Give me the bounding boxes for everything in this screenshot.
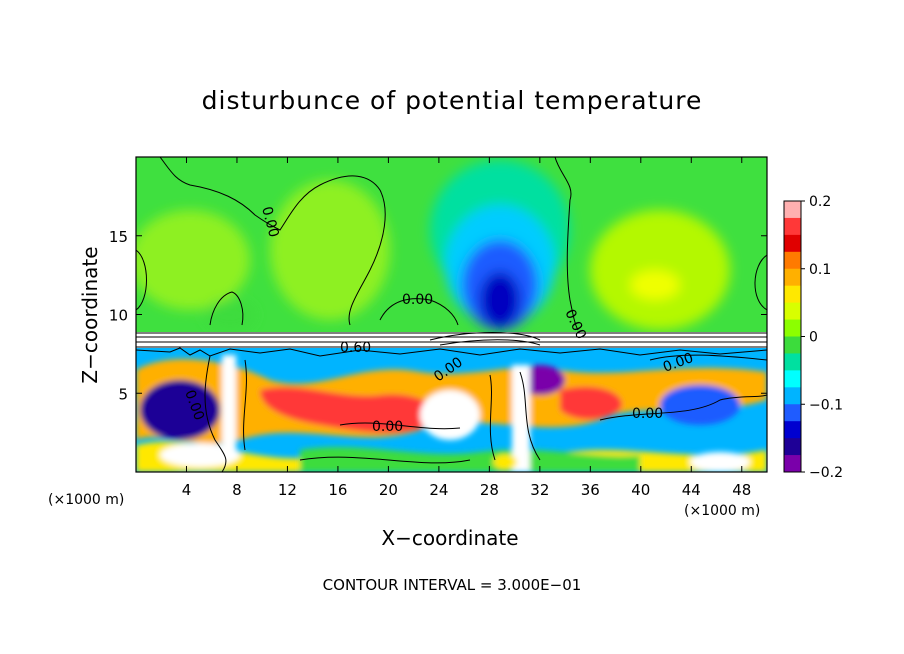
- colorbar-swatch: [784, 251, 801, 270]
- colorbar: 0.2 0.1 0 −0.1 −0.2: [783, 194, 843, 481]
- x-axis-ticks: 4 8 12 16 20 24 28 32 36 40 44 48: [182, 157, 751, 499]
- colorbar-tick-label: −0.2: [809, 465, 843, 481]
- contour-interval-note: CONTOUR INTERVAL = 3.000E−01: [322, 576, 582, 594]
- colorbar-swatch: [784, 370, 801, 388]
- colorbar-swatch: [784, 387, 801, 405]
- neutral-band-bottom: [300, 447, 640, 472]
- colorbar-swatch: [784, 353, 801, 371]
- y-tick-label: 15: [109, 228, 128, 246]
- x-tick-label: 28: [480, 481, 499, 499]
- colorbar-swatch: [784, 438, 801, 456]
- contour-label: 0.60: [340, 340, 371, 356]
- x-tick-label: 8: [232, 481, 242, 499]
- colorbar-swatch: [784, 268, 801, 287]
- warm-core: [260, 387, 437, 433]
- x-tick-label: 32: [530, 481, 549, 499]
- colorbar-swatch: [784, 404, 801, 422]
- x-tick-label: 44: [682, 481, 701, 499]
- colorbar-tick-label: 0: [809, 330, 818, 346]
- upper-warm-blob: [270, 180, 390, 320]
- x-tick-label: 48: [732, 481, 751, 499]
- strong-anomaly: [420, 390, 480, 440]
- cold-core: [660, 385, 740, 425]
- strong-anomaly: [160, 443, 240, 467]
- temperature-field: [136, 157, 767, 472]
- colorbar-swatch: [784, 217, 801, 236]
- y-tick-label: 5: [118, 385, 128, 403]
- x-tick-label: 20: [379, 481, 398, 499]
- colorbar-tick-label: −0.1: [809, 397, 843, 413]
- upper-cool-blob: [480, 272, 520, 328]
- x-tick-label: 40: [631, 481, 650, 499]
- x-tick-label: 12: [278, 481, 297, 499]
- x-tick-label: 36: [581, 481, 600, 499]
- strong-anomaly: [690, 452, 750, 472]
- tropopause-band: [136, 332, 767, 348]
- contour-label: 0.00: [402, 292, 433, 308]
- warm-spot: [493, 454, 517, 470]
- y-tick-label: 10: [109, 307, 128, 325]
- y-axis-ticks: 5 10 15: [109, 228, 767, 403]
- chart-title: disturbunce of potential temperature: [201, 86, 703, 115]
- contour-label: 0.00: [258, 205, 282, 239]
- contour-label: 0.00: [632, 406, 663, 422]
- colorbar-swatch: [784, 319, 801, 337]
- upper-warm-blob: [630, 270, 680, 300]
- x-unit-left: (×1000 m): [48, 492, 125, 508]
- colorbar-swatch: [784, 201, 801, 219]
- upper-warm-blob: [590, 210, 730, 330]
- x-axis-label: X−coordinate: [381, 526, 519, 550]
- colorbar-tick-label: 0.1: [809, 262, 831, 278]
- contour-lines: [136, 157, 767, 472]
- x-tick-label: 4: [182, 481, 192, 499]
- colorbar-swatch: [784, 302, 801, 321]
- contour-label: 0.00: [372, 419, 403, 435]
- x-unit-right: (×1000 m): [684, 503, 761, 519]
- x-tick-label: 24: [429, 481, 448, 499]
- strong-anomaly-column: [512, 365, 530, 472]
- colorbar-swatch: [784, 285, 801, 304]
- cold-core: [140, 380, 220, 440]
- warm-core: [560, 386, 622, 420]
- colorbar-swatch: [784, 421, 801, 439]
- strong-anomaly-column: [222, 355, 236, 455]
- upper-warm-blob: [136, 210, 250, 310]
- colorbar-swatch: [784, 336, 801, 354]
- x-tick-label: 16: [328, 481, 347, 499]
- y-axis-label: Z−coordinate: [78, 246, 102, 384]
- colorbar-swatch: [784, 234, 801, 253]
- colorbar-swatch: [784, 455, 801, 473]
- colorbar-tick-label: 0.2: [809, 194, 831, 210]
